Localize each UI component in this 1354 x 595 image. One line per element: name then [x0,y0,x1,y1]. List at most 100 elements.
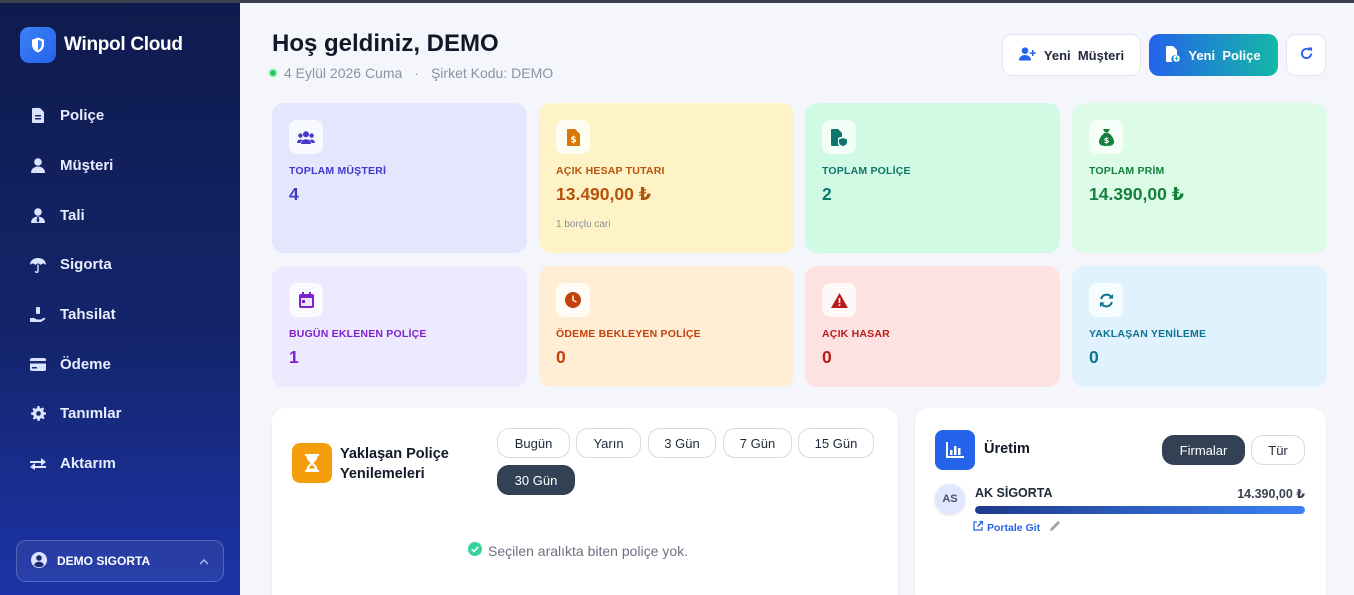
company-code: Şirket Kodu: DEMO [430,65,554,81]
stat-label: AÇIK HESAP TUTARI [556,165,665,177]
window-top-border [0,0,1354,3]
production-progress-fill [975,506,1305,514]
user-tie-icon [30,207,46,223]
sidebar-item-tali[interactable]: Tali [0,190,240,240]
renewals-title: Yaklaşan Poliçe Yenilemeleri [340,446,449,482]
brand[interactable]: Winpol Cloud [20,27,183,63]
stat-value: 13.490,00 ₺ [556,184,651,204]
clock-icon [556,283,590,317]
chevron-up-icon [199,554,209,568]
stat-card-open-claims[interactable]: AÇIK HASAR 0 [805,266,1060,387]
page-title: Hoş geldiniz, DEMO [272,30,499,57]
user-circle-icon [31,551,47,571]
hourglass-icon [292,443,332,483]
subtitle-separator: · [414,65,419,81]
stat-label: TOPLAM MÜŞTERİ [289,165,387,177]
warning-icon [822,283,856,317]
tab-tur[interactable]: Tür [1251,435,1305,465]
transfer-icon [30,456,46,472]
external-link-icon [973,521,983,534]
sidebar-item-label: Tanımlar [60,405,122,423]
filter-chip-yarin[interactable]: Yarın [576,428,641,458]
hand-money-icon [30,306,46,323]
money-bag-icon: $ [1089,120,1123,154]
sidebar-item-label: Ödeme [60,355,111,373]
stat-label: AÇIK HASAR [822,328,890,340]
refresh-icon [1300,47,1313,63]
user-plus-icon [1018,46,1036,64]
invoice-dollar-icon: $ [556,120,590,154]
user-name: DEMO SIGORTA [57,554,151,568]
stat-value: 0 [556,347,566,367]
new-policy-button[interactable]: Yeni Poliçe [1149,34,1278,76]
file-shield-icon [822,120,856,154]
portal-link-label: Portale Git [987,521,1041,534]
stat-card-total-policies[interactable]: TOPLAM POLİÇE 2 [805,103,1060,253]
shield-icon [20,27,56,63]
sync-icon [1089,283,1123,317]
sidebar: Winpol Cloud Poliçe Müşteri Tali Sigorta… [0,3,240,595]
pencil-icon[interactable] [1050,521,1060,534]
sidebar-item-tahsilat[interactable]: Tahsilat [0,290,240,340]
sidebar-item-tanimlar[interactable]: Tanımlar [0,389,240,439]
sidebar-item-aktarim[interactable]: Aktarım [0,439,240,489]
filter-chip-15-gun[interactable]: 15 Gün [798,428,874,458]
stat-card-upcoming-renewal[interactable]: YAKLAŞAN YENİLEME 0 [1072,266,1327,387]
current-date: 4 Eylül 2026 Cuma [284,65,403,81]
empty-message: Seçilen aralıkta biten poliçe yok. [488,542,688,559]
tab-firmalar[interactable]: Firmalar [1162,435,1245,465]
sidebar-item-label: Aktarım [60,455,116,473]
stat-value: 0 [1089,347,1099,367]
stat-card-total-premium[interactable]: $ TOPLAM PRİM 14.390,00 ₺ [1072,103,1327,253]
new-customer-button[interactable]: Yeni Müşteri [1002,34,1141,76]
file-icon [30,108,46,124]
stat-card-pending-payment[interactable]: ÖDEME BEKLEYEN POLİÇE 0 [539,266,794,387]
page-subtitle: 4 Eylül 2026 Cuma · Şirket Kodu: DEMO [268,65,553,81]
gear-icon [30,406,46,422]
portal-link[interactable]: Portale Git [973,521,1060,534]
main-content: Hoş geldiniz, DEMO 4 Eylül 2026 Cuma · Ş… [240,3,1354,595]
filter-chip-7-gun[interactable]: 7 Gün [723,428,792,458]
umbrella-icon [30,257,46,273]
production-title: Üretim [984,441,1030,457]
user-icon [30,158,46,174]
new-customer-label: Yeni Müşteri [1043,47,1125,63]
filter-chip-30-gun[interactable]: 30 Gün [497,465,575,495]
stat-card-added-today[interactable]: BUGÜN EKLENEN POLİÇE 1 [272,266,527,387]
firm-amount: 14.390,00 ₺ [1237,487,1305,501]
brand-name: Winpol Cloud [64,34,183,55]
stat-card-open-balance[interactable]: $ AÇIK HESAP TUTARI 13.490,00 ₺ 1 borçlu… [539,103,794,253]
check-circle-icon [468,542,482,559]
file-plus-icon [1166,45,1181,65]
sidebar-item-odeme[interactable]: Ödeme [0,339,240,389]
sidebar-item-musteri[interactable]: Müşteri [0,141,240,191]
stat-label: ÖDEME BEKLEYEN POLİÇE [556,328,701,340]
production-panel: Üretim Firmalar Tür AS AK SİGORTA 14.390… [915,408,1326,595]
stat-note: 1 borçlu cari [556,219,611,230]
sidebar-nav: Poliçe Müşteri Tali Sigorta Tahsilat Öde… [0,91,240,489]
new-policy-label: Yeni Poliçe [1188,47,1261,63]
sidebar-item-police[interactable]: Poliçe [0,91,240,141]
calendar-icon [289,283,323,317]
sidebar-item-label: Müşteri [60,157,114,175]
filter-chip-bugun[interactable]: Bugün [497,428,570,458]
sidebar-item-sigorta[interactable]: Sigorta [0,240,240,290]
stat-label: YAKLAŞAN YENİLEME [1089,328,1207,340]
user-menu[interactable]: DEMO SIGORTA [16,540,224,582]
online-status-dot-icon [268,68,278,78]
renewals-panel: Yaklaşan Poliçe Yenilemeleri Bugün Yarın… [272,408,898,595]
stat-value: 0 [822,347,832,367]
sidebar-item-label: Sigorta [60,256,112,274]
chart-bar-icon [935,430,975,470]
stat-label: TOPLAM POLİÇE [822,165,911,177]
users-icon [289,120,323,154]
stat-label: BUGÜN EKLENEN POLİÇE [289,328,427,340]
stat-value: 1 [289,347,299,367]
stat-value: 4 [289,184,299,204]
refresh-button[interactable] [1286,34,1326,76]
credit-card-icon [30,356,46,372]
stat-card-total-customers[interactable]: TOPLAM MÜŞTERİ 4 [272,103,527,253]
avatar: AS [935,484,965,514]
filter-chip-3-gun[interactable]: 3 Gün [648,428,716,458]
svg-text:$: $ [1103,136,1109,145]
